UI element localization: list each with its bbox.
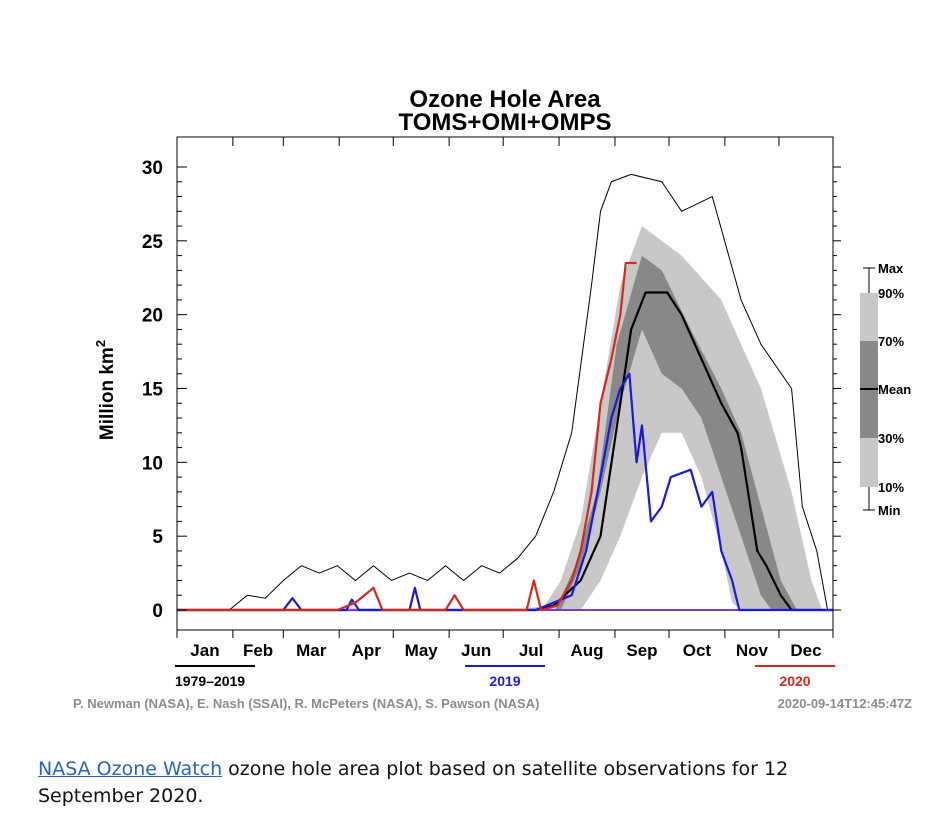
legend-band-10-30 [860,438,878,487]
legend-label: 90% [878,286,904,301]
series-max [177,173,833,611]
y-tick-label: 5 [152,527,163,548]
legend-label: 10% [878,480,904,495]
month-label: May [405,641,439,660]
month-label: Dec [790,641,821,660]
y-tick-label: 0 [152,601,163,622]
month-label: Mar [296,641,327,660]
band-30-70 [177,255,833,610]
chart-title: Ozone Hole Area [409,86,601,113]
plot-frame [176,136,834,631]
y-tick-label: 10 [142,453,163,474]
legend-label: 30% [878,431,904,446]
legend-band-70-90 [860,293,878,341]
month-label: Jul [519,641,544,660]
month-label: Nov [736,641,769,660]
chart-subtitle: TOMS+OMI+OMPS [399,109,612,136]
legend: Max 90% 70% Mean 30% 10% Min [860,261,911,518]
month-label: Apr [352,641,382,660]
series-2020 [177,261,637,612]
caption-text: ozone hole area plot based on satellite … [38,758,789,807]
month-label: Jun [461,641,491,660]
month-label: Jan [190,641,219,660]
period-label: 2020 [779,673,810,689]
legend-label: 70% [878,334,904,349]
month-label: Feb [243,641,273,660]
nasa-ozone-watch-link[interactable]: NASA Ozone Watch [38,758,223,780]
caption: NASA Ozone Watch ozone hole area plot ba… [38,756,898,810]
band-10-90 [177,226,833,611]
period-label: 2019 [489,673,520,689]
month-label: Sep [626,641,657,660]
legend-label: Mean [878,382,911,397]
y-tick-label: 25 [142,232,164,253]
credits: P. Newman (NASA), E. Nash (SSAI), R. McP… [73,696,539,711]
y-tick-label: 20 [142,306,163,327]
month-label: Aug [570,641,603,660]
series-2019 [177,372,833,612]
timestamp: 2020-09-14T12:45:47Z [778,696,912,711]
period-label: 1979–2019 [175,673,245,689]
ozone-chart: Ozone Hole Area TOMS+OMI+OMPS 0 5 10 15 20 25… [73,86,912,711]
series-mean [177,291,833,612]
y-tick-label: 30 [142,158,163,179]
plot-area [177,173,833,612]
y-tick-label: 15 [142,380,164,401]
y-axis-label: Million km2 [93,340,118,440]
legend-label: Max [878,261,904,276]
month-label: Oct [683,641,712,660]
legend-label: Min [878,503,900,518]
